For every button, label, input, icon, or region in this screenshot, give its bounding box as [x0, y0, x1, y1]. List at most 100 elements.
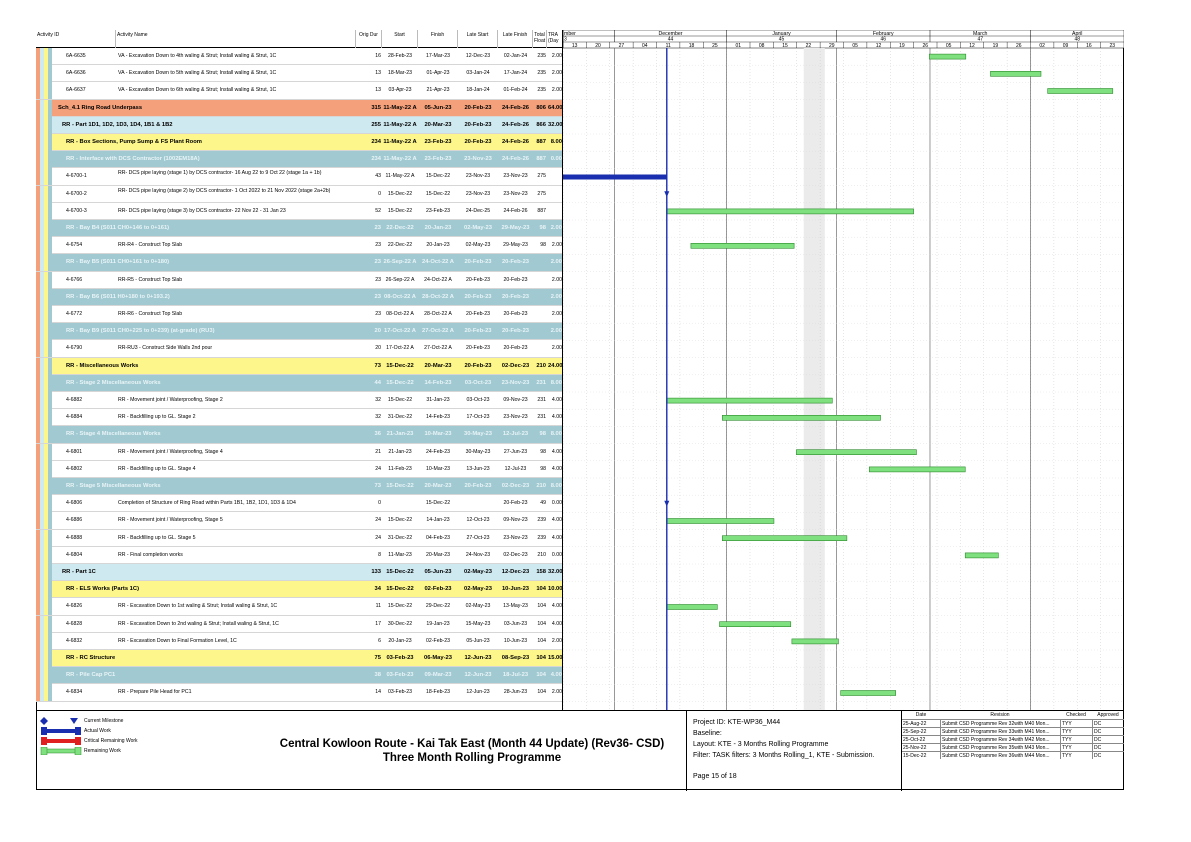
table-row[interactable]: 4-6754 RR-R4 - Construct Top Slab 23 22-Dec…: [36, 237, 562, 255]
wbs-group-row[interactable]: RR - RC Structure 75 03-Feb-23 06-May-23 12-…: [36, 650, 562, 668]
wbs-group-row[interactable]: Sch_4.1 Ring Road Underpass 315 11-May-22 …: [36, 99, 562, 117]
col-start[interactable]: Start: [382, 30, 418, 48]
table-row[interactable]: 4-6832 RR - Excavation Down to Final Form…: [36, 632, 562, 650]
wbs-indent-band: [44, 357, 48, 375]
revision-cell: TYY: [1060, 727, 1092, 735]
wbs-group-row[interactable]: RR - Miscellaneous Works 73 15-Dec-22 20-Ma…: [36, 357, 562, 375]
table-row[interactable]: 4-6772 RR-R6 - Construct Top Slab 23 08-Oct…: [36, 306, 562, 324]
start-cell: 15-Dec-22: [387, 517, 413, 524]
orig-dur-cell: 13: [375, 70, 381, 77]
wbs-group-row[interactable]: RR - Box Sections, Pump Sump & FS Plant …: [36, 134, 562, 152]
revision-header: Revision: [990, 712, 1010, 718]
footer: Current Milestone Actual Work Critical R…: [36, 710, 1124, 791]
wbs-indent-band: [40, 134, 44, 151]
start-cell: 03-Feb-23: [388, 689, 412, 696]
wbs-indent-band: [44, 667, 48, 685]
wbs-indent-band: [36, 615, 40, 633]
col-late-finish[interactable]: Late Finish: [498, 30, 533, 48]
col-late-start[interactable]: Late Start: [458, 30, 498, 48]
legend-label: Current Milestone: [84, 718, 124, 724]
day-label: 26: [923, 43, 929, 49]
remaining-work-bar: [666, 397, 833, 404]
wbs-group-row[interactable]: RR - Interface with DCS Contractor (1002…: [36, 151, 562, 169]
tra-cell: 8.00: [550, 379, 562, 386]
wbs-group-row[interactable]: RR - Bay B5 (S011 CH0+161 to 0+180) 23 26-…: [36, 254, 562, 272]
start-cell: 15-Dec-22: [386, 379, 414, 386]
activity-name-cell: RR - Movement joint / Waterproofing, Sta…: [118, 448, 223, 455]
tra-cell: 2.00: [550, 293, 562, 300]
table-row[interactable]: 4-6884 RR - Backfilling up to GL. Stage 2…: [36, 409, 562, 427]
table-row[interactable]: 4-6806 Completion of Structure of Ring Ro…: [36, 495, 562, 513]
wbs-indent-band: [44, 237, 48, 255]
orig-dur-cell: 315: [371, 104, 381, 111]
table-row[interactable]: 6A-6636 VA - Excavation Down to 5th walin…: [36, 65, 562, 83]
wbs-indent-band: [48, 632, 52, 650]
wbs-group-row[interactable]: RR - Stage 5 Miscellaneous Works 73 15-Dec…: [36, 478, 562, 496]
table-row[interactable]: 4-6766 RR-R5 - Construct Top Slab 23 26-Sep…: [36, 271, 562, 289]
col-activity-name[interactable]: Activity Name: [116, 30, 356, 48]
table-row[interactable]: 4-6700-2 RR- DCS pipe laying (stage 2) by…: [36, 185, 562, 203]
day-label: 05: [852, 43, 858, 49]
table-row[interactable]: 6A-6637 VA - Excavation Down to 6th walin…: [36, 82, 562, 100]
orig-dur-cell: 73: [374, 362, 381, 369]
milestone-icon: [40, 717, 78, 725]
late-finish-cell: 10-Jun-23: [501, 586, 530, 593]
day-label: 25: [712, 43, 718, 49]
wbs-indent-band: [44, 254, 48, 272]
wbs-group-row[interactable]: RR - Bay B6 (S011 H0+180 to 0+193.2) 23 08…: [36, 288, 562, 306]
finish-cell: 28-Oct-22 A: [424, 311, 452, 317]
wbs-group-row[interactable]: RR - Pile Cap PC1 38 03-Feb-23 09-Mar-23 12-…: [36, 667, 562, 685]
wbs-indent-band: [44, 598, 48, 616]
wbs-group-row[interactable]: RR - Bay B4 (S011 CH0+146 to 0+161) 23 22-…: [36, 220, 562, 238]
wbs-indent-band: [40, 99, 44, 117]
start-cell: 03-Feb-23: [386, 672, 414, 679]
wbs-indent-band: [48, 478, 52, 495]
tra-cell: 8.00: [550, 139, 562, 145]
table-row[interactable]: 4-6882 RR - Movement joint / Waterproofin…: [36, 392, 562, 410]
table-row[interactable]: 4-6834 RR - Prepare Pile Head for PC1 14 03…: [36, 684, 562, 702]
table-row[interactable]: 4-6886 RR - Movement joint / Waterproofin…: [36, 512, 562, 530]
table-row[interactable]: 4-6804 RR - Final completion works 8 11-Mar…: [36, 546, 562, 564]
wbs-indent-band: [36, 134, 40, 151]
wbs-indent-band: [40, 151, 44, 169]
table-row[interactable]: 4-6801 RR - Movement joint / Waterproofin…: [36, 443, 562, 461]
col-total-float[interactable]: Total Float: [533, 30, 547, 48]
wbs-indent-band: [36, 340, 40, 358]
wbs-group-row[interactable]: RR - Part 1C 133 15-Dec-22 05-Jun-23 02-May-…: [36, 564, 562, 582]
day-label: 20: [595, 43, 601, 49]
table-row[interactable]: 4-6700-3 RR- DCS pipe laying (stage 3) by…: [36, 202, 562, 220]
table-row[interactable]: 6A-6635 VA - Excavation Down to 4th walin…: [36, 48, 562, 66]
finish-cell: 20-Mar-23: [424, 483, 452, 489]
wbs-indent-band: [36, 546, 40, 564]
wbs-indent-band: [48, 684, 52, 702]
col-finish[interactable]: Finish: [418, 30, 458, 48]
table-row[interactable]: 4-6802 RR - Backfilling up to GL. Stage 4…: [36, 460, 562, 478]
tra-cell: 4.00: [551, 620, 562, 627]
wbs-indent-band: [36, 99, 40, 117]
wbs-indent-band: [48, 288, 52, 306]
col-tra[interactable]: TRA (Day: [547, 30, 562, 48]
wbs-group-row[interactable]: RR - ELS Works (Parts 1C) 34 15-Dec-22 02-F…: [36, 581, 562, 599]
wbs-indent-band: [44, 185, 48, 203]
wbs-group-row[interactable]: RR - Stage 2 Miscellaneous Works 44 15-Dec…: [36, 374, 562, 392]
wbs-indent-band: [48, 598, 52, 616]
wbs-indent-band: [48, 65, 52, 83]
col-activity-id[interactable]: Activity ID: [36, 30, 116, 48]
wbs-group-row[interactable]: RR - Stage 4 Miscellaneous Works 36 21-Jan…: [36, 426, 562, 444]
tra-cell: 2.00: [550, 328, 562, 335]
wbs-group-row[interactable]: RR - Part 1D1, 1D2, 1D3, 1D4, 1B1 & 1B2 2…: [36, 116, 562, 134]
wbs-indent-band: [44, 546, 48, 564]
late-finish-cell: 01-Feb-24: [503, 87, 528, 94]
start-cell: 15-Dec-22: [386, 362, 414, 369]
week-label: 44: [668, 37, 674, 43]
table-row[interactable]: 4-6888 RR - Backfilling up to GL. Stage 5…: [36, 529, 562, 547]
col-orig-dur[interactable]: Orig Dur: [356, 30, 382, 48]
table-row[interactable]: 4-6700-1 RR- DCS pipe laying (stage 1) by…: [36, 168, 562, 186]
table-row[interactable]: 4-6828 RR - Excavation Down to 2nd waling…: [36, 615, 562, 633]
table-row[interactable]: 4-6826 RR - Excavation Down to 1st waling…: [36, 598, 562, 616]
table-row[interactable]: 4-6790 RR-RU3 - Construct Side Walls 2nd …: [36, 340, 562, 358]
wbs-name-cell: RR - Stage 2 Miscellaneous Works: [66, 379, 161, 386]
wbs-group-row[interactable]: RR - Bay B9 (S011 CH0+225 to 0+239) (at-…: [36, 323, 562, 341]
revision-cell: DC: [1092, 743, 1124, 751]
orig-dur-cell: 8: [378, 551, 381, 558]
